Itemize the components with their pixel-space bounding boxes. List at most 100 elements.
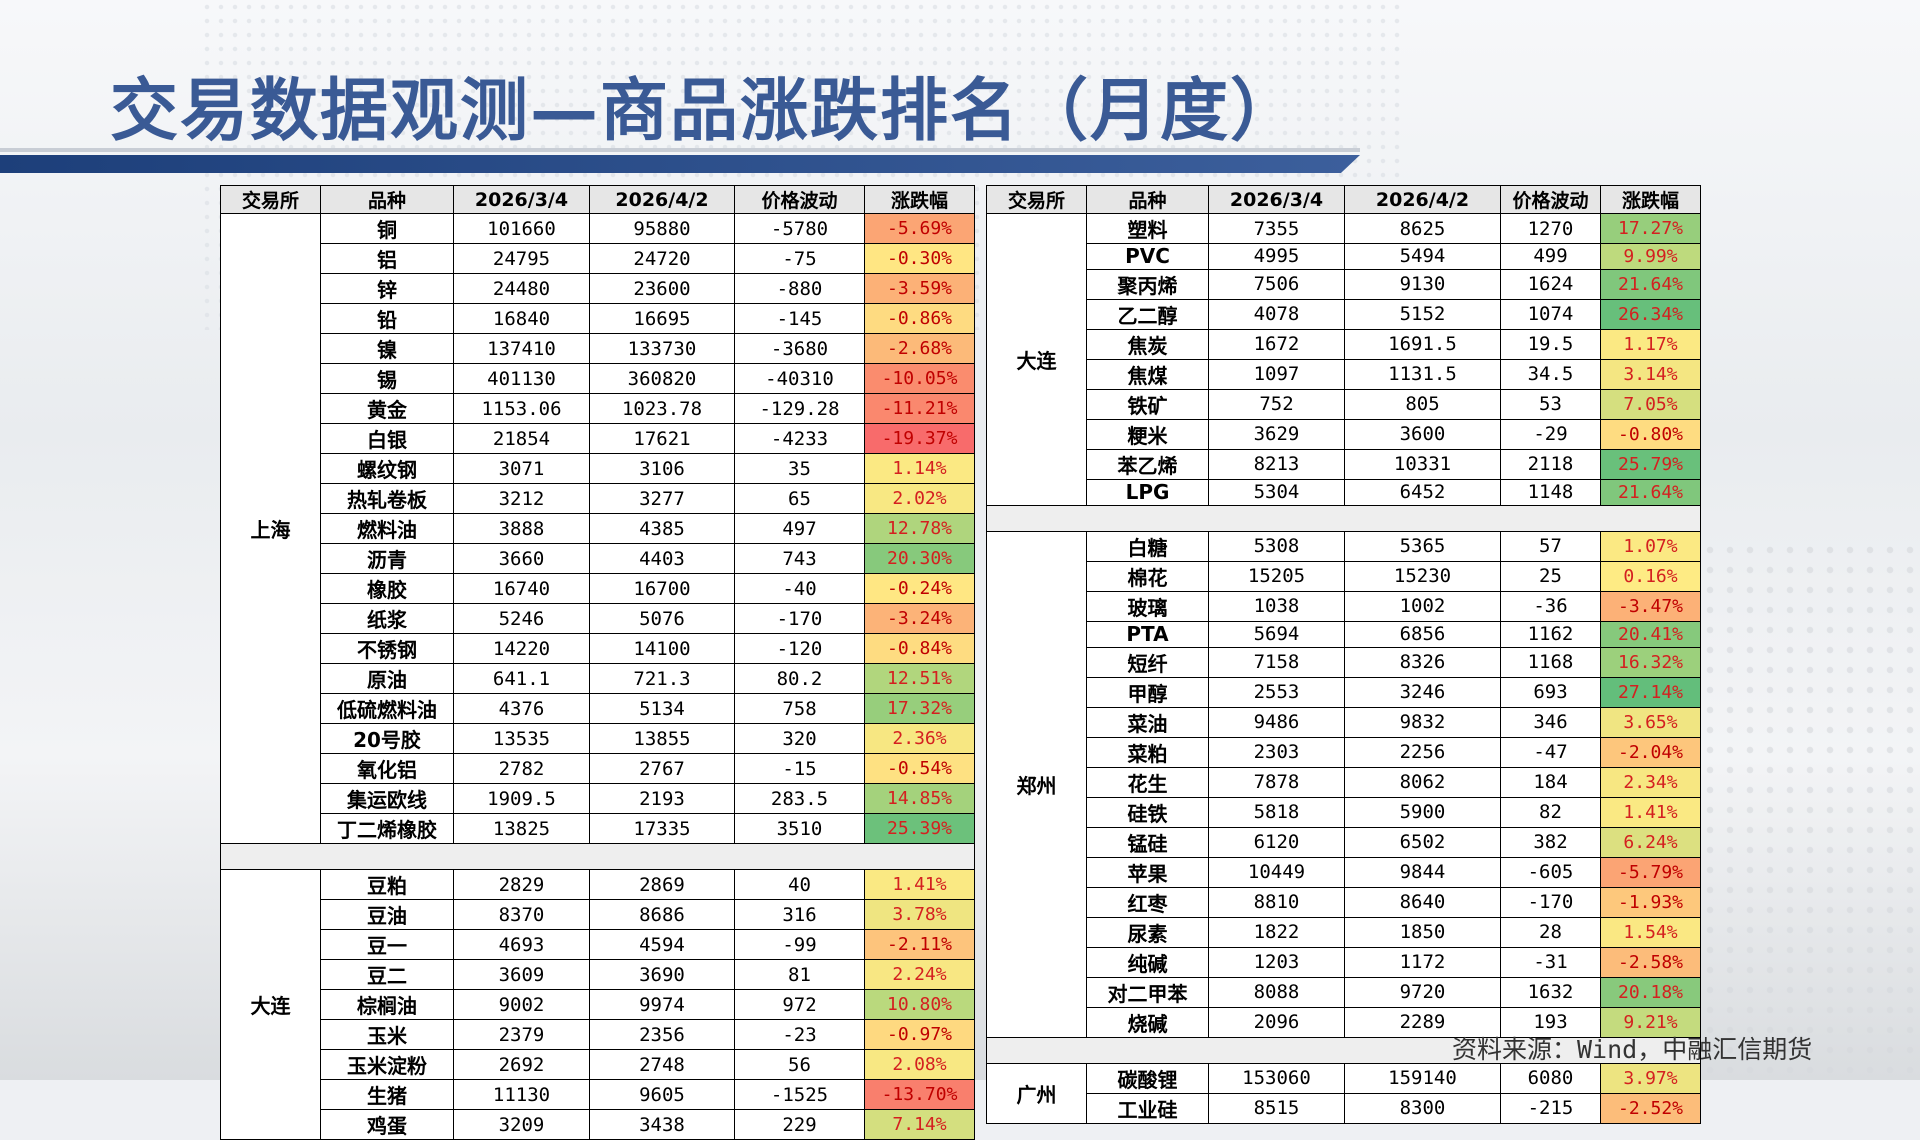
commodity-name: 锌 [320, 273, 454, 304]
table-row: 不锈钢 14220 14100 -120 -0.84% [221, 633, 975, 664]
price-date-2: 9832 [1344, 706, 1501, 738]
price-change: -36 [1500, 590, 1601, 622]
pct-change-cell: -0.84% [864, 633, 975, 664]
commodity-name: 硅铁 [1086, 796, 1209, 828]
price-change: 6080 [1500, 1062, 1601, 1094]
commodity-name: 红枣 [1086, 886, 1209, 918]
table-row: 玻璃 1038 1002 -36 -3.47% [987, 590, 1701, 622]
price-date-1: 137410 [453, 333, 590, 364]
price-change: -129.28 [734, 393, 865, 424]
price-date-2: 2289 [1344, 1006, 1501, 1038]
commodity-name: 铁矿 [1086, 388, 1209, 420]
pct-change-cell: -2.11% [864, 929, 975, 960]
price-date-1: 5308 [1208, 530, 1345, 562]
commodity-name: 豆油 [320, 899, 454, 930]
source-note: 资料来源：Wind，中融汇信期货 [1452, 1035, 1813, 1064]
price-date-1: 2829 [453, 869, 590, 900]
commodity-name: PVC [1086, 243, 1209, 270]
table-row: 生猪 11130 9605 -1525 -13.70% [221, 1079, 975, 1110]
price-change: 497 [734, 513, 865, 544]
table-row: 丁二烯橡胶 13825 17335 3510 25.39% [221, 813, 975, 844]
exchange-cell: 大连 [220, 869, 321, 1140]
commodity-name: 苹果 [1086, 856, 1209, 888]
price-date-2: 5076 [589, 603, 735, 634]
price-date-2: 2193 [589, 783, 735, 814]
header-pct-change: 涨跌幅 [1600, 185, 1701, 214]
pct-change-cell: -2.04% [1600, 736, 1701, 768]
price-change: 972 [734, 989, 865, 1020]
price-date-1: 1097 [1208, 358, 1345, 390]
pct-change-cell: 25.79% [1600, 448, 1701, 480]
pct-change-cell: -0.97% [864, 1019, 975, 1050]
price-date-2: 3277 [589, 483, 735, 514]
price-date-1: 7355 [1208, 213, 1345, 244]
commodity-name: PTA [1086, 620, 1209, 648]
price-date-1: 7878 [1208, 766, 1345, 798]
price-change: -5780 [734, 213, 865, 244]
price-change: 3510 [734, 813, 865, 844]
price-date-1: 3660 [453, 543, 590, 574]
exchange-cell: 郑州 [986, 530, 1087, 1038]
price-date-2: 2767 [589, 753, 735, 784]
header-exchange: 交易所 [220, 185, 321, 214]
header-date-2: 2026/4/2 [1344, 185, 1501, 214]
price-change: -47 [1500, 736, 1601, 768]
price-date-2: 6856 [1344, 620, 1501, 648]
price-date-2: 1002 [1344, 590, 1501, 622]
pct-change-cell: 2.24% [864, 959, 975, 990]
pct-change-cell: 3.14% [1600, 358, 1701, 390]
price-change: 1168 [1500, 646, 1601, 678]
pct-change-cell: 1.41% [864, 869, 975, 900]
pct-change-cell: 17.32% [864, 693, 975, 724]
price-date-2: 13855 [589, 723, 735, 754]
price-date-1: 14220 [453, 633, 590, 664]
price-date-2: 2748 [589, 1049, 735, 1080]
price-date-1: 752 [1208, 388, 1345, 420]
pct-change-cell: -3.24% [864, 603, 975, 634]
commodity-name: 热轧卷板 [320, 483, 454, 514]
price-date-2: 14100 [589, 633, 735, 664]
pct-change-cell: 20.41% [1600, 620, 1701, 648]
pct-change-cell: -10.05% [864, 363, 975, 394]
price-change: 320 [734, 723, 865, 754]
price-date-1: 3212 [453, 483, 590, 514]
table-row: 粳米 3629 3600 -29 -0.80% [987, 418, 1701, 450]
price-change: 1632 [1500, 976, 1601, 1008]
price-change: -15 [734, 753, 865, 784]
table-row: 红枣 8810 8640 -170 -1.93% [987, 886, 1701, 918]
price-change: 19.5 [1500, 328, 1601, 360]
commodity-name: 原油 [320, 663, 454, 694]
price-change: 382 [1500, 826, 1601, 858]
price-date-2: 23600 [589, 273, 735, 304]
table-row: 铅 16840 16695 -145 -0.86% [221, 303, 975, 334]
table-row: 上海铜 101660 95880 -5780 -5.69% [220, 213, 975, 844]
table-row: 镍 137410 133730 -3680 -2.68% [221, 333, 975, 364]
price-date-2: 1172 [1344, 946, 1501, 978]
table-row: 锌 24480 23600 -880 -3.59% [221, 273, 975, 304]
commodity-name: 豆粕 [320, 869, 454, 900]
price-date-2: 3690 [589, 959, 735, 990]
price-change: 28 [1500, 916, 1601, 948]
price-date-1: 7158 [1208, 646, 1345, 678]
price-date-2: 5152 [1344, 298, 1501, 330]
header-accent-bar [0, 155, 1360, 173]
pct-change-cell: 7.05% [1600, 388, 1701, 420]
price-change: 346 [1500, 706, 1601, 738]
price-date-1: 15205 [1208, 560, 1345, 592]
price-change: 80.2 [734, 663, 865, 694]
price-date-1: 3071 [453, 453, 590, 484]
pct-change-cell: 1.54% [1600, 916, 1701, 948]
price-date-1: 4995 [1208, 243, 1345, 270]
table-row: 橡胶 16740 16700 -40 -0.24% [221, 573, 975, 604]
commodity-name: 氧化铝 [320, 753, 454, 784]
table-row: 大连 豆粕 2829 2869 40 1.41% [220, 869, 975, 1140]
price-change: 82 [1500, 796, 1601, 828]
price-change: -99 [734, 929, 865, 960]
price-date-1: 9486 [1208, 706, 1345, 738]
price-date-2: 24720 [589, 243, 735, 274]
pct-change-cell: 12.51% [864, 663, 975, 694]
table-row: 热轧卷板 3212 3277 65 2.02% [221, 483, 975, 514]
pct-change-cell: -11.21% [864, 393, 975, 424]
pct-change-cell: 9.99% [1600, 243, 1701, 270]
pct-change-cell: 2.02% [864, 483, 975, 514]
